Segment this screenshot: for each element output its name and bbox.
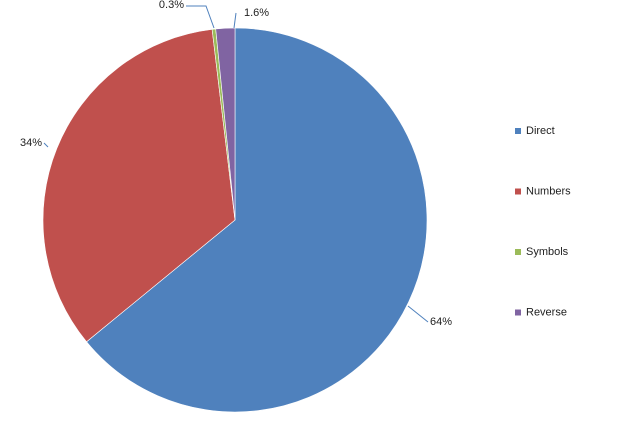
legend-label: Symbols [526,246,569,258]
data-label: 34% [20,137,42,149]
legend-swatch [515,128,521,134]
legend-label: Direct [526,125,555,137]
leader-line [186,5,215,29]
leader-line [407,305,429,323]
pie-slice [86,27,428,413]
data-label: 0.3% [159,0,184,11]
pie-slice [215,27,236,221]
leader-line [233,12,237,29]
leader-line [43,142,49,148]
legend-label: Numbers [526,185,571,197]
legend-swatch [515,188,521,195]
legend-label: Reverse [526,306,567,318]
legend-swatch [515,249,521,255]
legend-swatch [515,309,521,316]
data-label: 64% [430,316,452,328]
data-label: 1.6% [244,7,269,19]
pie-slice [42,29,236,343]
